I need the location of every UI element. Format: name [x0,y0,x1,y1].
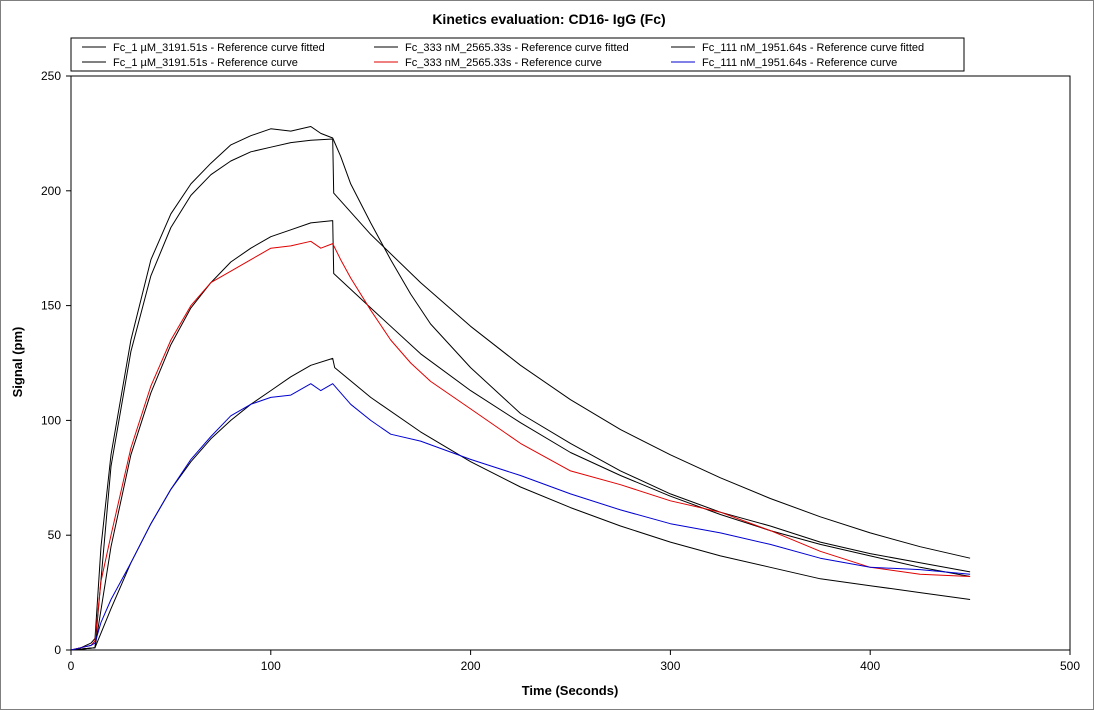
series-line-1 [70,138,971,651]
x-tick-label: 300 [660,659,680,673]
series-line-4 [70,240,971,651]
series-line-6 [70,383,971,651]
series-line-2 [70,126,971,651]
series-line-3 [70,220,971,651]
legend-box [70,37,965,72]
legend-label: Fc_111 nM_1951.64s - Reference curve fit… [702,42,924,54]
y-tick-label: 200 [41,184,61,198]
x-tick-label: 200 [461,659,481,673]
legend-label: Fc_1 µM_3191.51s - Reference curve [113,57,298,69]
legend-label: Fc_333 nM_2565.33s - Reference curve [405,57,602,69]
legend-label: Fc_333 nM_2565.33s - Reference curve fit… [405,42,629,54]
x-tick-label: 100 [261,659,281,673]
plot-axes: 0 100 200 300 400 500 0 50 100 150 200 250 [41,69,1080,673]
chart-title: Kinetics evaluation: CD16- IgG (Fc) [432,11,665,27]
x-tick-label: 0 [68,659,75,673]
y-tick-label: 0 [54,643,61,657]
legend-label: Fc_1 µM_3191.51s - Reference curve fitte… [113,42,325,54]
y-tick-label: 250 [41,69,61,83]
plot-area [70,126,971,651]
chart-legend: Fc_1 µM_3191.51s - Reference curve fitte… [70,37,965,72]
y-tick-label: 50 [48,528,62,542]
y-axis-label: Signal (pm) [10,327,25,398]
y-tick-label: 150 [41,299,61,313]
legend-label: Fc_111 nM_1951.64s - Reference curve [702,57,897,69]
x-tick-label: 400 [860,659,880,673]
series-line-5 [70,357,971,651]
x-tick-label: 500 [1060,659,1080,673]
plot-border [70,75,1071,651]
y-tick-label: 100 [41,413,61,427]
x-axis-label: Time (Seconds) [522,683,619,698]
